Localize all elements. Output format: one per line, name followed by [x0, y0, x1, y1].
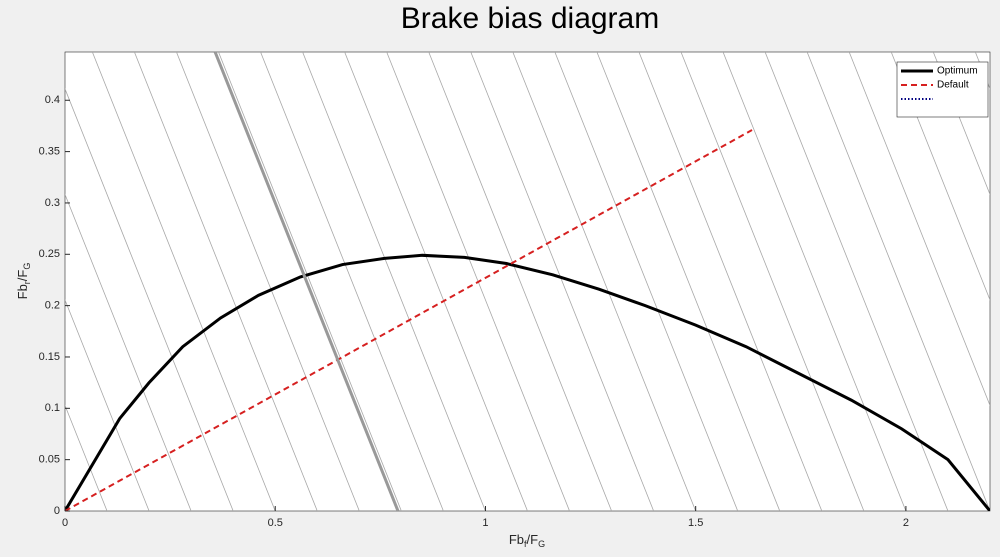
guide-line: [848, 52, 990, 407]
plot-area: [64, 51, 991, 512]
legend-label: Optimum: [937, 66, 978, 77]
guide-line: [428, 52, 612, 511]
guide-line: [722, 52, 907, 511]
x-axis-label-part: /F: [527, 532, 539, 547]
y-axis-label-part: G: [22, 263, 32, 270]
series-line: [65, 253, 990, 511]
guide-line: [638, 52, 823, 511]
y-axis-label-part: r: [22, 281, 32, 284]
guide-line: [134, 52, 318, 511]
y-tick-label: 0.2: [45, 300, 60, 312]
y-tick-label: 0.15: [39, 351, 60, 363]
guide-line: [302, 52, 486, 511]
x-tick-label: 0.5: [268, 517, 283, 529]
series-line: [213, 52, 400, 511]
guide-line: [91, 52, 276, 511]
guide-line: [764, 52, 949, 511]
guide-line: [470, 52, 655, 511]
guide-line: [932, 52, 990, 196]
y-axis-label-part: /F: [15, 270, 30, 282]
guide-line: [260, 52, 444, 511]
x-axis-label-part: Fb: [509, 532, 524, 547]
y-axis-label-part: Fb: [15, 284, 30, 299]
guide-line: [680, 52, 865, 511]
guide-line: [65, 87, 234, 511]
chart-title: Brake bias diagram: [401, 2, 659, 35]
guide-line: [512, 52, 697, 511]
legend-label: Default: [937, 80, 969, 91]
guide-line: [65, 404, 108, 511]
guide-line: [806, 52, 990, 511]
x-axis-label-part: G: [538, 539, 545, 549]
guide-line: [344, 52, 528, 511]
x-tick-label: 1: [482, 517, 488, 529]
y-tick-label: 0.1: [45, 402, 60, 414]
y-tick-label: 0.05: [39, 454, 60, 466]
y-tick-label: 0.4: [45, 94, 60, 106]
y-tick-label: 0.35: [39, 146, 60, 158]
y-axis-label: Fbr/FG: [15, 263, 32, 300]
x-tick-label: 1.5: [688, 517, 703, 529]
series-line: [65, 129, 753, 511]
y-tick-label: 0.3: [45, 197, 60, 209]
x-axis-label-part: f: [524, 539, 527, 549]
guide-line: [218, 52, 402, 511]
y-tick-label: 0.25: [39, 248, 60, 260]
guide-line: [554, 52, 739, 511]
y-tick-label: 0: [54, 505, 60, 517]
x-tick-label: 2: [903, 517, 909, 529]
guide-line: [596, 52, 781, 511]
guide-line: [65, 298, 150, 511]
x-axis-label: Fbf/FG: [509, 532, 545, 549]
guide-line: [65, 193, 192, 511]
guide-line: [176, 52, 360, 511]
x-tick-label: 0: [62, 517, 68, 529]
guide-line: [890, 52, 990, 302]
